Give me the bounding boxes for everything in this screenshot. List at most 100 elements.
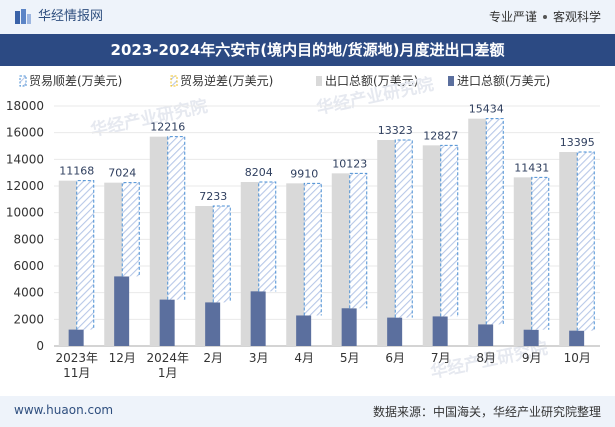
surplus-bar bbox=[76, 180, 94, 330]
slogan-tag: 客观科学 bbox=[552, 10, 601, 24]
surplus-value-label: 11431 bbox=[514, 161, 549, 174]
y-tick-label: 12000 bbox=[6, 179, 44, 193]
surplus-bar bbox=[167, 136, 185, 300]
y-tick-label: 16000 bbox=[6, 126, 44, 140]
slogan-tags: 专业严谨 客观科学 bbox=[489, 8, 601, 26]
surplus-value-label: 12216 bbox=[150, 121, 185, 134]
surplus-bar-outline bbox=[121, 182, 140, 277]
import-bar bbox=[159, 299, 175, 346]
y-tick-label: 6000 bbox=[13, 259, 44, 273]
data-labels: 11168 7024 12216 7233 8204 9910 10123 13323 1282… bbox=[59, 103, 595, 203]
surplus-value-label: 13395 bbox=[560, 136, 595, 149]
brand-name: 华经情报网 bbox=[38, 9, 104, 24]
import-bar bbox=[68, 329, 84, 346]
x-tick-label: 4月 bbox=[294, 351, 314, 365]
surplus-bar bbox=[395, 140, 413, 318]
x-tick-label: 2024年 bbox=[146, 351, 189, 365]
surplus-value-label: 10123 bbox=[332, 157, 367, 170]
import-bar bbox=[205, 302, 221, 346]
surplus-bar bbox=[577, 152, 595, 331]
huajing-logo-icon bbox=[15, 9, 31, 24]
export-bar bbox=[331, 173, 350, 346]
site-url-link[interactable]: www.huaon.com bbox=[14, 403, 114, 417]
surplus-bar bbox=[258, 182, 276, 292]
surplus-value-label: 15434 bbox=[469, 103, 504, 116]
x-tick-label: 1月 bbox=[158, 366, 178, 380]
surplus-bar bbox=[486, 118, 504, 325]
export-bar bbox=[468, 118, 487, 346]
surplus-bar-outline bbox=[167, 136, 186, 300]
surplus-bar bbox=[440, 145, 458, 317]
surplus-bar-outline bbox=[303, 182, 322, 316]
x-tick-label: 2月 bbox=[203, 351, 223, 365]
trade-balance-chart: 贸易顺差(万美元) 贸易逆差(万美元) 出口总额(万美元) 进口总额(万美元) 华经产… bbox=[6, 73, 600, 383]
surplus-bar-outline bbox=[212, 205, 231, 303]
legend-swatch-deficit bbox=[170, 75, 178, 87]
x-tick-label: 6月 bbox=[385, 351, 405, 365]
import-bar bbox=[296, 315, 312, 346]
x-tick-label: 7月 bbox=[431, 351, 451, 365]
y-tick-label: 2000 bbox=[13, 312, 44, 326]
surplus-bar bbox=[122, 182, 140, 277]
export-bar bbox=[286, 183, 305, 346]
surplus-value-label: 7233 bbox=[199, 190, 227, 203]
legend-label-surplus: 贸易顺差(万美元) bbox=[29, 74, 122, 88]
import-bar bbox=[523, 329, 539, 346]
legend-swatch-export bbox=[316, 76, 322, 86]
y-tick-label: 10000 bbox=[6, 206, 44, 220]
import-bar bbox=[432, 316, 448, 346]
x-tick-label: 12月 bbox=[109, 351, 136, 365]
surplus-value-label: 8204 bbox=[245, 166, 273, 179]
surplus-value-label: 11168 bbox=[59, 165, 94, 178]
export-bar bbox=[149, 136, 168, 346]
legend-label-export: 出口总额(万美元) bbox=[325, 74, 418, 88]
top-bar: 华经情报网 专业严谨 客观科学 bbox=[0, 0, 615, 34]
surplus-bar-outline bbox=[76, 180, 95, 330]
y-tick-label: 0 bbox=[36, 339, 44, 353]
x-tick-label: 11月 bbox=[63, 366, 90, 380]
surplus-value-label: 7024 bbox=[108, 167, 136, 180]
grid-lines bbox=[54, 105, 600, 347]
bullet-dot-icon bbox=[542, 14, 547, 19]
brand[interactable]: 华经情报网 bbox=[14, 8, 103, 26]
legend-label-deficit: 贸易逆差(万美元) bbox=[180, 73, 273, 88]
watermark-text: 华经产业研究院 bbox=[89, 96, 210, 141]
surplus-value-label: 9910 bbox=[290, 167, 318, 180]
x-tick-label: 9月 bbox=[522, 351, 542, 365]
export-bar bbox=[559, 152, 578, 346]
y-tick-label: 4000 bbox=[13, 286, 44, 300]
chart-legend: 贸易顺差(万美元) 贸易逆差(万美元) 出口总额(万美元) 进口总额(万美元) bbox=[19, 73, 550, 88]
surplus-bar-outline bbox=[258, 181, 277, 292]
x-tick-label: 2023年 bbox=[55, 351, 98, 365]
surplus-bar-outline bbox=[485, 118, 504, 325]
surplus-bar-outline bbox=[394, 139, 413, 318]
surplus-bar-outline bbox=[576, 151, 595, 331]
import-bar bbox=[114, 276, 130, 346]
export-bar bbox=[422, 145, 441, 346]
y-tick-label: 18000 bbox=[6, 99, 44, 113]
export-bar bbox=[58, 180, 77, 346]
chart-title: 2023-2024年六安市(境内目的地/货源地)月度进出口差额 bbox=[110, 41, 505, 59]
surplus-value-label: 13323 bbox=[378, 124, 413, 137]
import-bar bbox=[478, 324, 494, 346]
surplus-bar-outline bbox=[440, 144, 459, 317]
export-bar bbox=[513, 177, 532, 346]
surplus-bar-outline bbox=[349, 172, 368, 309]
surplus-bar bbox=[349, 173, 367, 309]
import-bar bbox=[341, 308, 357, 346]
title-bar: 2023-2024年六安市(境内目的地/货源地)月度进出口差额 bbox=[0, 34, 615, 66]
legend-label-import: 进口总额(万美元) bbox=[457, 74, 550, 88]
x-tick-label: 8月 bbox=[476, 351, 496, 365]
surplus-bar-outline bbox=[531, 176, 550, 330]
surplus-bar bbox=[531, 177, 549, 330]
x-tick-label: 3月 bbox=[249, 351, 269, 365]
data-source-note: 数据来源：中国海关，华经产业研究院整理 bbox=[372, 405, 601, 419]
export-bar bbox=[377, 140, 396, 346]
footer-bar: www.huaon.com 数据来源：中国海关，华经产业研究院整理 bbox=[0, 396, 615, 427]
y-tick-label: 14000 bbox=[6, 152, 44, 166]
import-bar bbox=[569, 330, 585, 346]
x-tick-label: 5月 bbox=[340, 351, 360, 365]
y-axis: 0 2000 4000 6000 8000 10000 12000 14000 16000 180… bbox=[6, 99, 44, 353]
